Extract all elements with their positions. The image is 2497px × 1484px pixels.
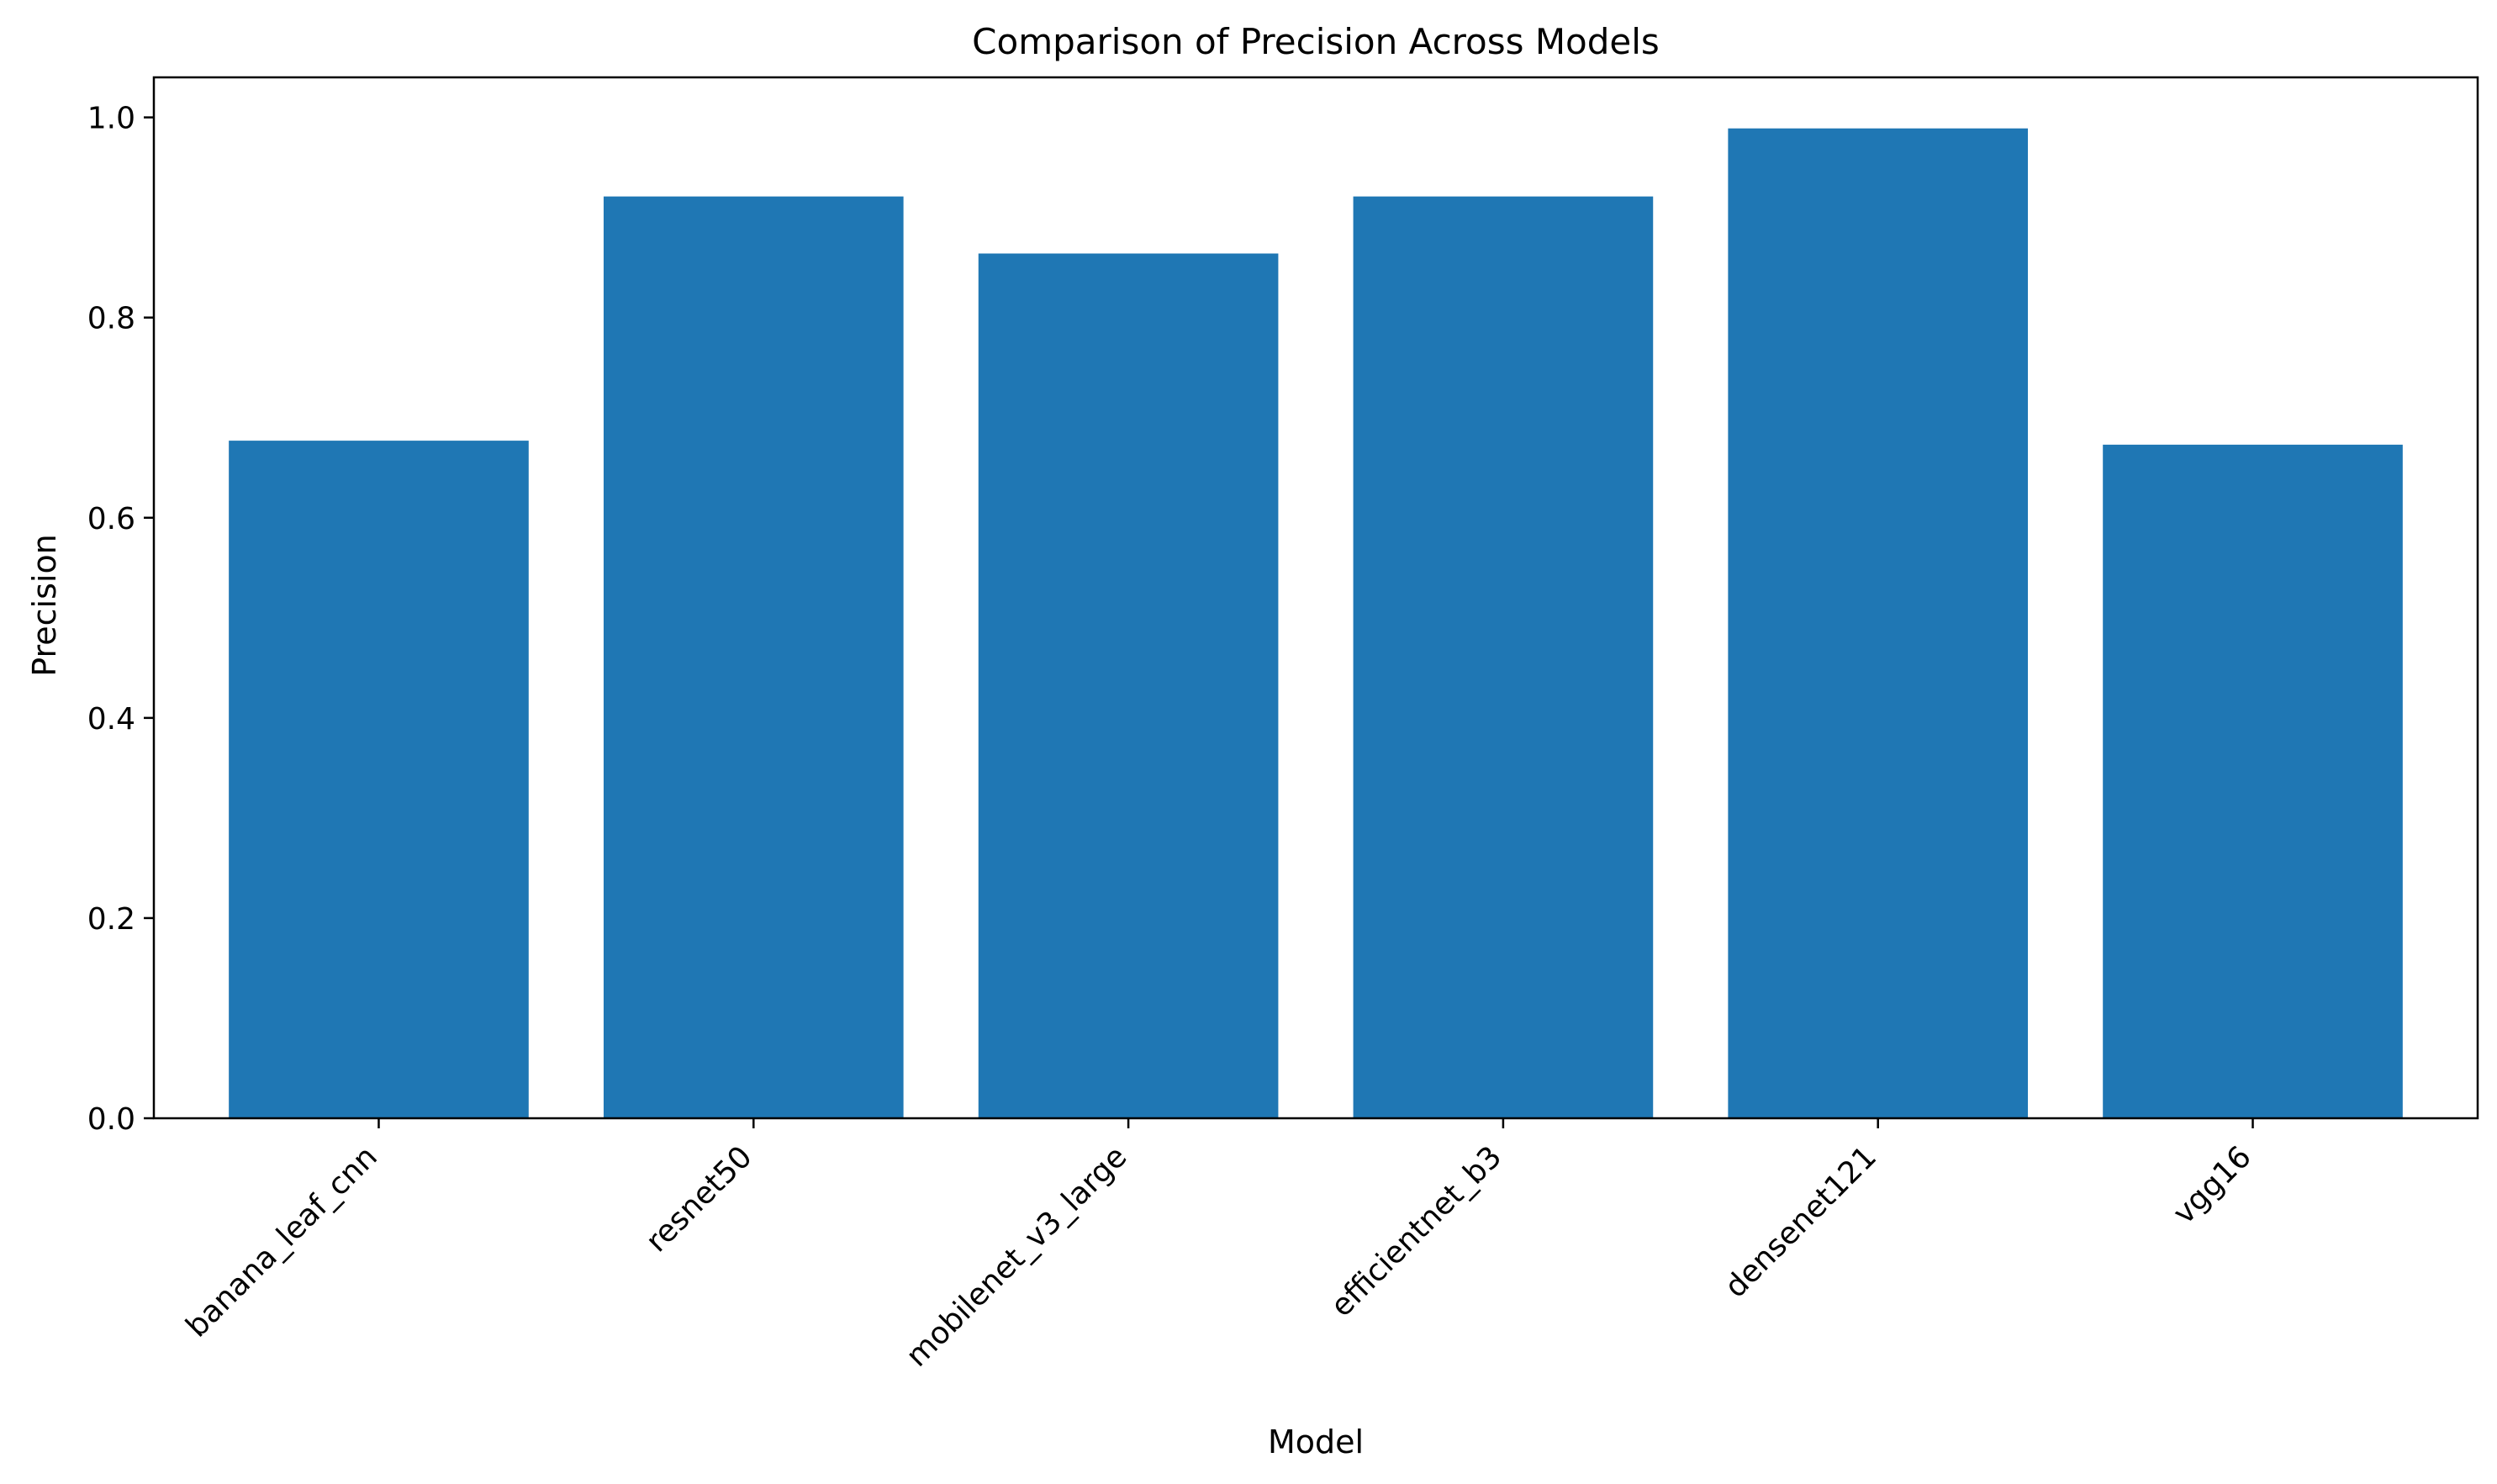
x-tick-label: banana_leaf_cnn bbox=[180, 1139, 384, 1344]
y-tick-label: 0.2 bbox=[87, 902, 135, 937]
y-axis: 0.0 0.2 0.4 0.6 0.8 1.0 bbox=[87, 102, 154, 1137]
bar-vgg16 bbox=[2103, 444, 2403, 1118]
bar-densenet121 bbox=[1728, 128, 2029, 1119]
x-tick-label: resnet50 bbox=[640, 1139, 759, 1259]
x-tick-label: densenet121 bbox=[1718, 1139, 1883, 1304]
y-tick-label: 0.6 bbox=[87, 502, 135, 536]
x-axis: banana_leaf_cnn resnet50 mobilenet_v3_larg… bbox=[180, 1118, 2258, 1374]
x-tick-label: mobilenet_v3_large bbox=[900, 1139, 1133, 1373]
bar-banana_leaf_cnn bbox=[229, 441, 529, 1118]
y-tick-label: 0.4 bbox=[87, 702, 135, 737]
y-tick-label: 0.0 bbox=[87, 1102, 135, 1137]
bar-mobilenet_v3_large bbox=[978, 253, 1279, 1118]
y-axis-label: Precision bbox=[26, 534, 63, 677]
x-tick-label: efficientnet_b3 bbox=[1324, 1139, 1508, 1323]
x-tick-label: vgg16 bbox=[2167, 1139, 2258, 1231]
chart-title: Comparison of Precision Across Models bbox=[972, 21, 1660, 62]
x-axis-label: Model bbox=[1268, 1423, 1364, 1460]
bars-group bbox=[229, 128, 2403, 1119]
bar-resnet50 bbox=[603, 196, 904, 1118]
y-tick-label: 0.8 bbox=[87, 302, 135, 336]
plot-frame bbox=[152, 76, 2479, 1120]
bar-efficientnet_b3 bbox=[1353, 196, 1654, 1118]
y-tick-label: 1.0 bbox=[87, 102, 135, 136]
